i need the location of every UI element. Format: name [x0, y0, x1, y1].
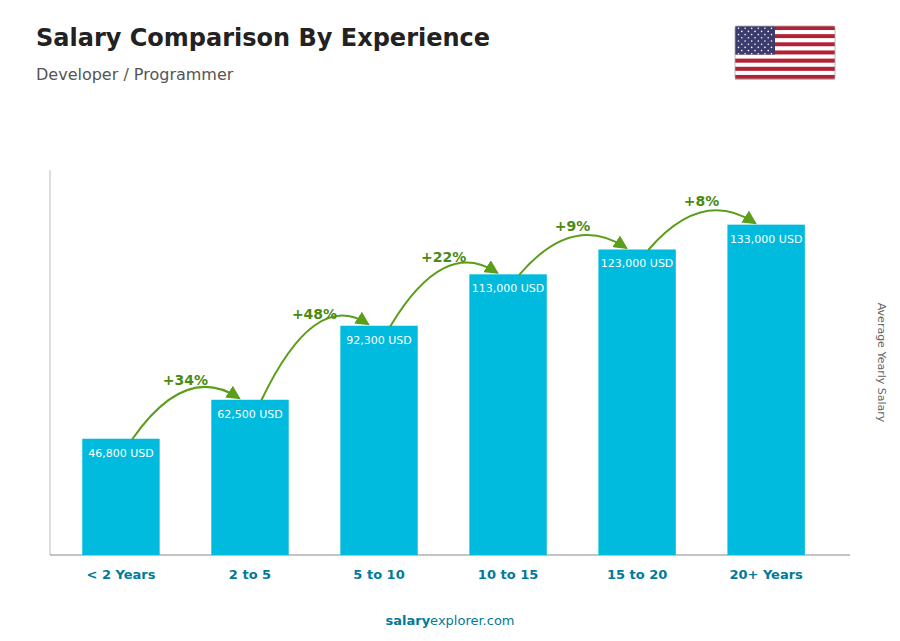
flag-star [767, 50, 769, 52]
chart-container: Salary Comparison By Experience Developer… [0, 0, 900, 641]
flag-star [748, 31, 750, 33]
flag-canton [735, 26, 775, 55]
bars [82, 225, 805, 555]
x-tick-label: 5 to 10 [353, 567, 404, 582]
data-label: 92,300 USD [346, 334, 412, 347]
annotations [133, 210, 755, 439]
flag-star [751, 27, 753, 29]
x-tick-label: < 2 Years [86, 567, 155, 582]
flag-star [741, 37, 743, 39]
annotation-arrow [649, 210, 755, 249]
flag-star [738, 27, 740, 29]
flag-stripe [735, 67, 835, 71]
flag-star [744, 40, 746, 42]
annotation-label: +8% [684, 193, 720, 209]
flag-border [735, 26, 835, 79]
flag-stripe [735, 71, 835, 75]
bar [598, 249, 675, 555]
flag-star [738, 47, 740, 49]
flag-star [771, 47, 773, 49]
annotation-arrow [520, 235, 626, 274]
flag-star [751, 34, 753, 36]
flag-star [744, 47, 746, 49]
footer-bold: salary [385, 613, 430, 628]
title: Salary Comparison By Experience [36, 24, 490, 52]
flag-star [754, 50, 756, 52]
flag-star [748, 43, 750, 45]
flag-stripe [735, 63, 835, 67]
flag-star [741, 50, 743, 52]
data-label: 46,800 USD [88, 447, 154, 460]
data-label: 123,000 USD [601, 257, 674, 270]
flag-star [751, 53, 753, 55]
flag-star [741, 31, 743, 33]
annotation-label: +34% [163, 372, 208, 388]
flag-star [738, 53, 740, 55]
flag [735, 26, 835, 79]
flag-star [758, 27, 760, 29]
flag-star [751, 40, 753, 42]
flag-star [761, 31, 763, 33]
footer: salaryexplorer.com [385, 613, 514, 628]
annotation-label: +48% [292, 306, 337, 322]
x-tick-label: 10 to 15 [478, 567, 538, 582]
y-axis-label: Average Yearly Salary [875, 303, 888, 423]
x-tick-label: 2 to 5 [229, 567, 271, 582]
flag-star [744, 27, 746, 29]
flag-star [771, 53, 773, 55]
flag-star [764, 40, 766, 42]
flag-star [761, 50, 763, 52]
flag-star [754, 43, 756, 45]
flag-star [738, 34, 740, 36]
annotation-label: +22% [421, 249, 466, 265]
x-tick-label: 20+ Years [729, 567, 803, 582]
chart-svg: Salary Comparison By Experience Developer… [0, 0, 900, 641]
flag-star [771, 40, 773, 42]
flag-star [741, 43, 743, 45]
flag-star [767, 37, 769, 39]
bar [727, 225, 804, 555]
flag-star [758, 53, 760, 55]
flag-star [764, 34, 766, 36]
x-tick-label: 15 to 20 [607, 567, 667, 582]
flag-star [758, 47, 760, 49]
flag-star [744, 34, 746, 36]
flag-star [758, 40, 760, 42]
flag-star [744, 53, 746, 55]
flag-star [771, 27, 773, 29]
flag-star [758, 34, 760, 36]
flag-star [767, 43, 769, 45]
flag-star [738, 40, 740, 42]
flag-star [767, 31, 769, 33]
flag-star [764, 47, 766, 49]
data-label: 62,500 USD [217, 408, 283, 421]
flag-star [761, 37, 763, 39]
footer-normal: explorer.com [430, 613, 514, 628]
flag-star [761, 43, 763, 45]
flag-stripe [735, 59, 835, 63]
annotation-label: +9% [555, 218, 591, 234]
flag-star [771, 34, 773, 36]
flag-star [748, 50, 750, 52]
flag-star [764, 27, 766, 29]
flag-star [751, 47, 753, 49]
flag-star [754, 37, 756, 39]
flag-star [748, 37, 750, 39]
y-axis-line [50, 170, 51, 555]
flag-stripe [735, 55, 835, 59]
annotation-arrow [262, 316, 368, 400]
data-label: 133,000 USD [730, 233, 803, 246]
data-label: 113,000 USD [472, 282, 545, 295]
bar [211, 400, 288, 555]
annotation-arrow [391, 263, 497, 326]
bar [340, 326, 417, 555]
annotation-arrow [133, 387, 239, 439]
bar [469, 274, 546, 555]
bar [82, 439, 159, 555]
flag-star [754, 31, 756, 33]
subtitle: Developer / Programmer [36, 65, 234, 84]
flag-star [764, 53, 766, 55]
